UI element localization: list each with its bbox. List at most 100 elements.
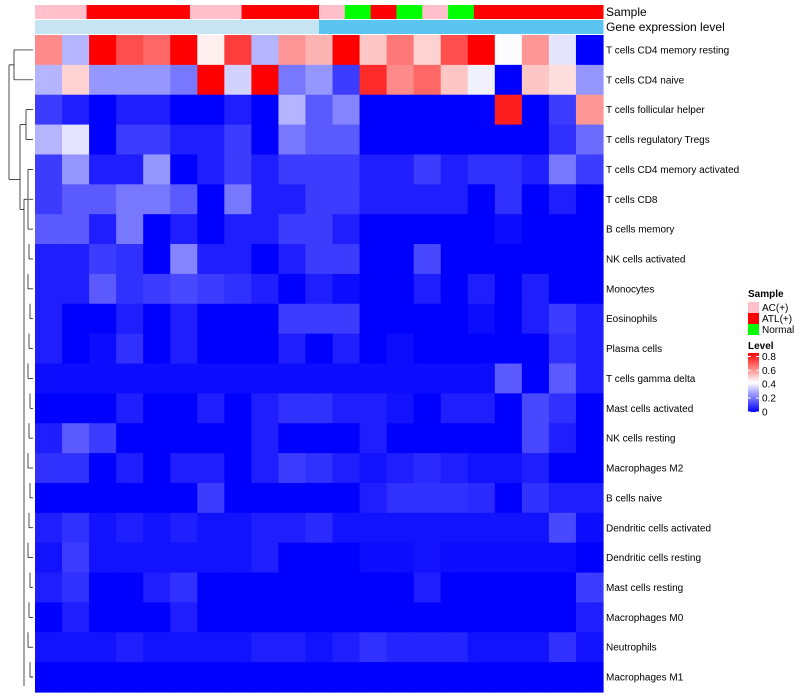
heatmap-cell xyxy=(494,273,523,305)
gene-expression-annotation-cell xyxy=(422,20,449,34)
heatmap-cell xyxy=(278,602,307,633)
heatmap-cell xyxy=(116,303,144,335)
heatmap-cell xyxy=(548,572,577,604)
heatmap-cell xyxy=(143,423,171,454)
row-label: T cells CD4 naive xyxy=(606,75,685,86)
heatmap-cell xyxy=(224,572,252,604)
heatmap-cell xyxy=(251,393,280,424)
heatmap-cell xyxy=(116,94,144,126)
heatmap-cell xyxy=(386,244,415,275)
heatmap-cell xyxy=(251,273,280,305)
heatmap-cell xyxy=(116,154,144,185)
row-label: T cells CD4 memory resting xyxy=(606,45,729,56)
gene-expression-annotation-cell xyxy=(189,20,217,34)
heatmap-cell xyxy=(386,602,415,633)
sample-annotation-cell xyxy=(138,5,165,19)
heatmap-cell xyxy=(440,453,469,484)
heatmap-cell xyxy=(575,273,604,305)
heatmap-cell xyxy=(386,333,415,365)
heatmap-cell xyxy=(278,453,307,484)
sample-annotation-cell xyxy=(422,5,449,19)
gene-expression-annotation-cell xyxy=(370,20,397,34)
heatmap-cell xyxy=(332,482,361,514)
heatmap-cell xyxy=(386,154,415,185)
sample-annotation-bar xyxy=(35,5,604,19)
heatmap-cell xyxy=(575,184,604,215)
heatmap-cell xyxy=(35,542,63,574)
heatmap-cell xyxy=(467,94,496,126)
heatmap-cell xyxy=(89,124,117,156)
heatmap-cell xyxy=(467,363,496,394)
heatmap-cell xyxy=(62,244,90,275)
heatmap-cell xyxy=(89,303,117,335)
heatmap-cell xyxy=(251,542,280,574)
heatmap-cell xyxy=(143,632,171,663)
gene-expression-annotation-cell xyxy=(60,20,88,34)
heatmap-cell xyxy=(251,184,280,215)
heatmap-cell xyxy=(386,124,415,156)
heatmap-cell xyxy=(62,453,90,484)
legend-label-normal: Normal xyxy=(762,325,794,336)
heatmap-cell xyxy=(170,482,198,514)
heatmap-cell xyxy=(332,303,361,335)
gene-expression-annotation-cell xyxy=(396,20,423,34)
heatmap-cell xyxy=(224,602,252,633)
heatmap-cell xyxy=(62,482,90,514)
heatmap-cell xyxy=(521,542,550,574)
heatmap-cell xyxy=(305,214,334,245)
heatmap-cell xyxy=(386,393,415,424)
heatmap-cell xyxy=(251,632,280,663)
heatmap-cell xyxy=(386,482,415,514)
heatmap-cell xyxy=(116,333,144,365)
heatmap-cell xyxy=(224,482,252,514)
heatmap-cell xyxy=(170,64,198,96)
heatmap-cell xyxy=(494,184,523,215)
heatmap-cell xyxy=(278,124,307,156)
heatmap-cell xyxy=(413,602,442,633)
heatmap-cell xyxy=(548,333,577,365)
heatmap-cell xyxy=(575,333,604,365)
heatmap-cell xyxy=(89,512,117,544)
heatmap-cell xyxy=(440,393,469,424)
heatmap-cell xyxy=(386,542,415,574)
heatmap-cell xyxy=(35,662,63,693)
gene-expression-annotation-bar xyxy=(35,20,604,34)
heatmap-cell xyxy=(386,94,415,126)
heatmap-cell xyxy=(413,512,442,544)
heatmap-cell xyxy=(332,273,361,305)
heatmap-cell xyxy=(359,124,388,156)
heatmap-cell xyxy=(467,333,496,365)
heatmap-cell xyxy=(467,124,496,156)
heatmap-cell xyxy=(278,35,307,66)
heatmap-cell xyxy=(143,542,171,574)
heatmap-cell xyxy=(548,244,577,275)
legend-swatch-normal xyxy=(748,324,759,335)
heatmap-cell xyxy=(116,572,144,604)
heatmap-cell xyxy=(548,632,577,663)
heatmap-cell xyxy=(251,124,280,156)
heatmap-cell xyxy=(332,64,361,96)
sample-legend: Sample AC(+) ATL(+) Normal xyxy=(748,289,794,336)
heatmap-cell xyxy=(143,393,171,424)
heatmap-cell xyxy=(62,512,90,544)
heatmap-cell xyxy=(440,482,469,514)
heatmap-cell xyxy=(359,184,388,215)
heatmap-cell xyxy=(575,214,604,245)
heatmap-cell xyxy=(494,214,523,245)
heatmap-cell xyxy=(170,662,198,693)
heatmap-cell xyxy=(521,273,550,305)
heatmap-cell xyxy=(305,64,334,96)
heatmap-cell xyxy=(413,214,442,245)
heatmap-cell xyxy=(143,363,171,394)
heatmap-cell xyxy=(116,273,144,305)
heatmap-cell xyxy=(197,124,225,156)
heatmap-cell xyxy=(413,273,442,305)
heatmap-cell xyxy=(359,542,388,574)
level-tick-label: 0.6 xyxy=(762,366,776,377)
heatmap-cell xyxy=(494,244,523,275)
sample-annotation-cell xyxy=(370,5,397,19)
heatmap-cell xyxy=(89,662,117,693)
heatmap-cell xyxy=(575,154,604,185)
legend-swatch-atl xyxy=(748,313,759,324)
heatmap-cell xyxy=(116,363,144,394)
